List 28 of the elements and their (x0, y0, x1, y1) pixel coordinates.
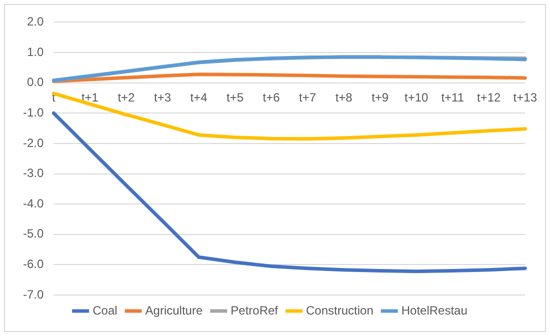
y-tick-label: -2.0 (22, 136, 44, 150)
x-tick-label: t+5 (226, 90, 244, 104)
y-tick-label: 0.0 (26, 75, 44, 90)
y-tick-label: -7.0 (22, 287, 44, 302)
x-tick-label: t+13 (513, 90, 538, 104)
y-tick-label: -3.0 (22, 166, 44, 180)
y-tick-label: 2.0 (26, 14, 44, 29)
x-tick-label: t+4 (190, 90, 208, 104)
x-tick-label: t+2 (118, 90, 136, 104)
x-tick-label: t+12 (477, 90, 502, 104)
y-tick-label: 1.0 (26, 44, 44, 59)
legend-label: Coal (92, 303, 118, 318)
x-tick-label: t+11 (441, 90, 464, 104)
y-tick-label: -6.0 (22, 257, 44, 271)
y-tick-label: -1.0 (22, 105, 44, 120)
legend-label: Construction (306, 303, 374, 318)
y-tick-label: -4.0 (22, 196, 44, 210)
x-tick-label: t+3 (154, 90, 172, 104)
x-tick-label: t+7 (299, 90, 316, 104)
x-tick-label: t+1 (81, 90, 99, 104)
legend-label: Agriculture (145, 303, 203, 318)
x-tick-label: t+9 (372, 90, 389, 104)
legend-label: PetroRef (230, 303, 279, 318)
x-tick-label: t+8 (335, 90, 353, 104)
legend-label: HotelRestau (401, 303, 468, 318)
x-tick-label: t+6 (262, 90, 280, 104)
x-tick-label: t+10 (404, 90, 429, 104)
y-tick-label: -5.0 (22, 226, 44, 241)
